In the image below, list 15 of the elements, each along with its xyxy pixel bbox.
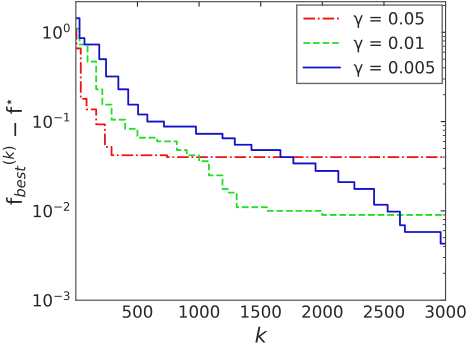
legend-label: γ = 0.005 (354, 60, 434, 77)
x-tick-label: 3000 (426, 305, 466, 318)
x-tick-label: 1000 (180, 305, 220, 318)
x-axis-title: k (255, 326, 268, 343)
x-tick-label: 2000 (302, 305, 342, 318)
y-tick-label: 10$^{−3}$ (34, 291, 70, 307)
x-tick-label: 1500 (241, 305, 281, 318)
x-tick-label: 500 (122, 305, 152, 318)
y-tick-label: 10$^{−1}$ (34, 112, 70, 128)
legend-label: γ = 0.01 (354, 36, 424, 52)
y-tick-label: 10$^{0}$ (43, 23, 70, 39)
x-tick-label: 2500 (364, 305, 404, 318)
legend-label: γ = 0.05 (354, 12, 424, 28)
y-tick-label: 10$^{−2}$ (34, 202, 70, 218)
y-axis-title: f$_{best}$$^{(k)}$ − f$^{⋆}$ (2, 99, 26, 205)
